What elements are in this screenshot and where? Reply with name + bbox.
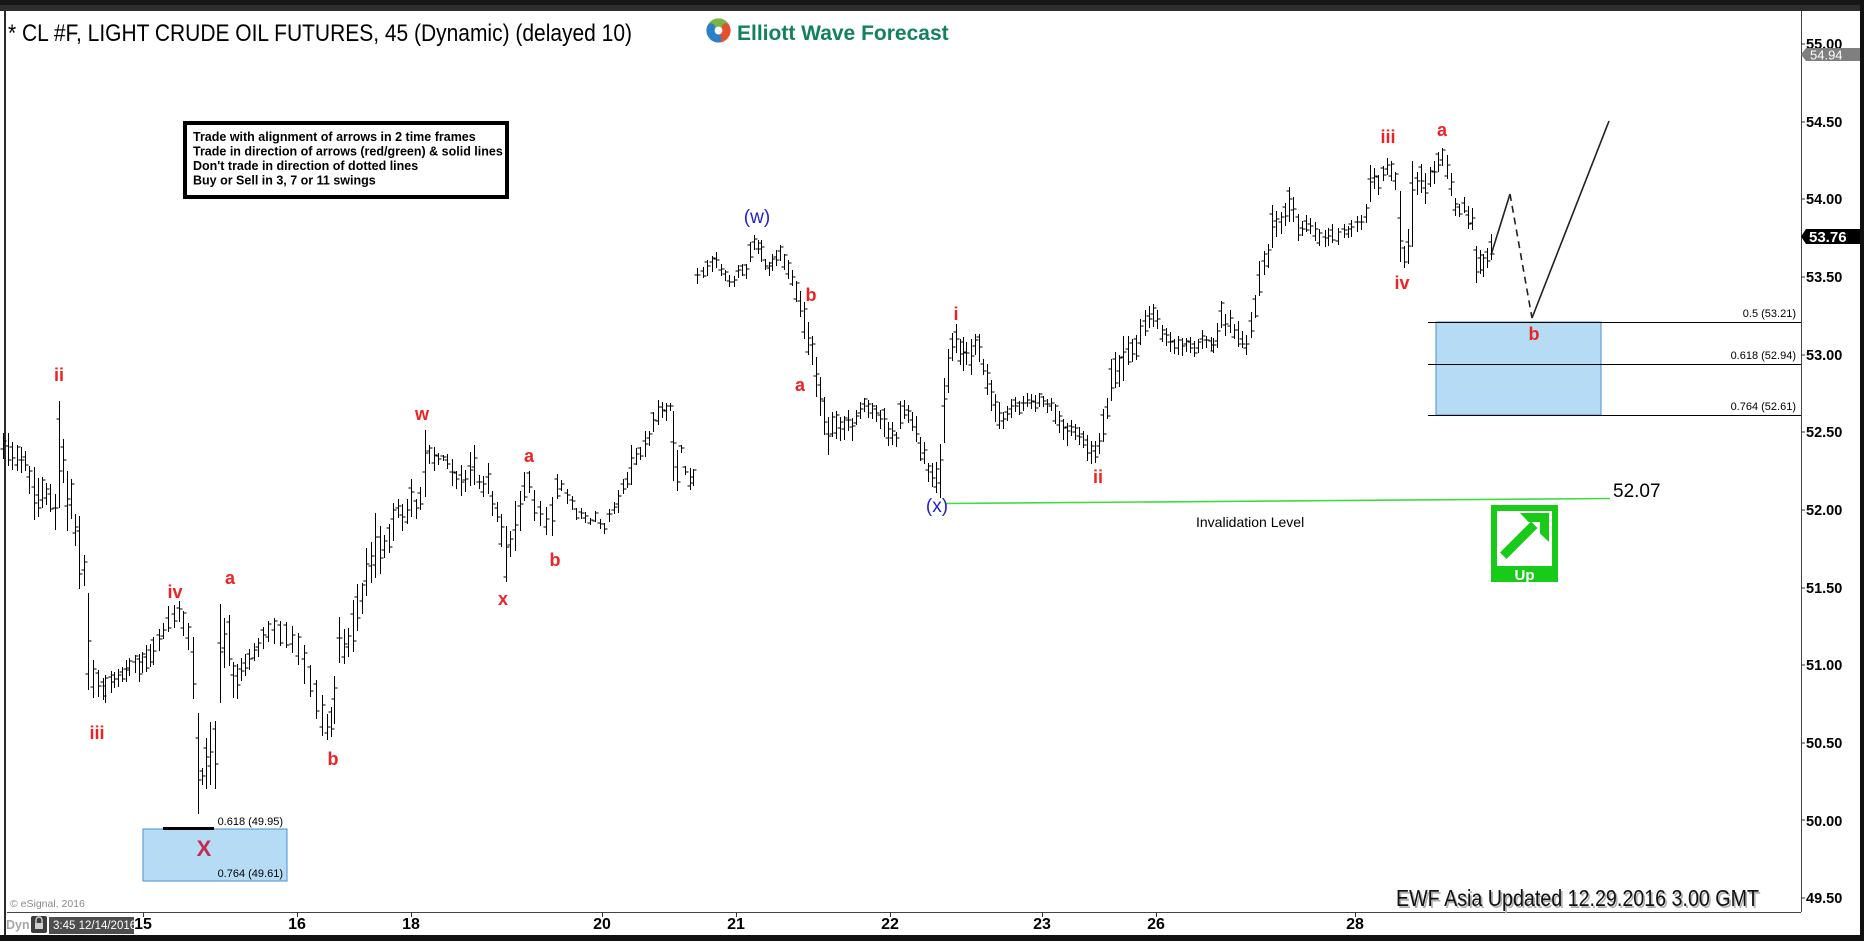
svg-text:a: a bbox=[1437, 120, 1448, 140]
svg-text:3:45 12/14/2016: 3:45 12/14/2016 bbox=[53, 920, 136, 932]
svg-text:b: b bbox=[550, 550, 561, 570]
svg-text:20: 20 bbox=[593, 916, 611, 933]
svg-text:Up: Up bbox=[1515, 567, 1535, 584]
svg-text:iv: iv bbox=[167, 582, 182, 602]
svg-text:54.00: 54.00 bbox=[1806, 192, 1842, 208]
svg-text:Dyn: Dyn bbox=[6, 918, 30, 932]
svg-text:© eSignal, 2016: © eSignal, 2016 bbox=[10, 898, 85, 910]
svg-text:50.00: 50.00 bbox=[1806, 814, 1842, 830]
svg-text:i: i bbox=[953, 304, 958, 324]
svg-text:53.50: 53.50 bbox=[1806, 270, 1842, 286]
svg-text:23: 23 bbox=[1033, 916, 1051, 933]
svg-text:a: a bbox=[225, 568, 236, 588]
svg-text:49.50: 49.50 bbox=[1806, 891, 1842, 907]
svg-text:Invalidation Level: Invalidation Level bbox=[1196, 514, 1304, 530]
svg-text:0.618 (49.95): 0.618 (49.95) bbox=[218, 816, 283, 828]
svg-text:x: x bbox=[498, 589, 508, 609]
svg-text:0.5 (53.21): 0.5 (53.21) bbox=[1743, 308, 1796, 320]
svg-text:EWF Asia Updated 12.29.2016 3.: EWF Asia Updated 12.29.2016 3.00 GMT bbox=[1396, 885, 1759, 911]
svg-text:b: b bbox=[1529, 324, 1540, 344]
svg-text:(x): (x) bbox=[926, 496, 948, 517]
svg-text:Don't trade in direction of do: Don't trade in direction of dotted lines bbox=[193, 159, 418, 173]
svg-text:* CL #F, LIGHT CRUDE OIL FUTUR: * CL #F, LIGHT CRUDE OIL FUTURES, 45 (Dy… bbox=[8, 20, 632, 47]
svg-text:X: X bbox=[197, 836, 212, 861]
svg-text:53.76: 53.76 bbox=[1809, 229, 1847, 246]
svg-text:54.94: 54.94 bbox=[1810, 48, 1843, 63]
svg-text:b: b bbox=[806, 285, 817, 305]
svg-text:16: 16 bbox=[288, 916, 306, 933]
svg-text:Trade with alignment of arrows: Trade with alignment of arrows in 2 time… bbox=[193, 130, 476, 144]
svg-text:51.00: 51.00 bbox=[1806, 658, 1842, 674]
svg-text:15: 15 bbox=[134, 916, 152, 933]
svg-text:26: 26 bbox=[1147, 916, 1165, 933]
svg-text:b: b bbox=[328, 749, 339, 769]
svg-text:ii: ii bbox=[1093, 467, 1103, 487]
svg-text:54.50: 54.50 bbox=[1806, 115, 1842, 131]
svg-text:0.618 (52.94): 0.618 (52.94) bbox=[1731, 350, 1796, 362]
svg-text:Elliott Wave Forecast: Elliott Wave Forecast bbox=[737, 22, 949, 45]
svg-text:52.00: 52.00 bbox=[1806, 503, 1842, 519]
svg-text:w: w bbox=[414, 404, 430, 424]
svg-text:(w): (w) bbox=[744, 207, 770, 228]
svg-text:50.50: 50.50 bbox=[1806, 736, 1842, 752]
svg-text:a: a bbox=[524, 446, 535, 466]
svg-text:18: 18 bbox=[402, 916, 420, 933]
svg-text:iii: iii bbox=[1380, 127, 1395, 147]
svg-text:53.00: 53.00 bbox=[1806, 348, 1842, 364]
svg-text:Buy or Sell in 3, 7 or 11 swin: Buy or Sell in 3, 7 or 11 swings bbox=[193, 174, 376, 188]
svg-text:a: a bbox=[795, 375, 806, 395]
svg-text:21: 21 bbox=[727, 916, 745, 933]
svg-text:Trade in direction of arrows (: Trade in direction of arrows (red/green)… bbox=[193, 145, 503, 159]
svg-text:iii: iii bbox=[89, 723, 104, 743]
svg-text:0.764 (52.61): 0.764 (52.61) bbox=[1731, 401, 1796, 413]
svg-text:ii: ii bbox=[54, 365, 64, 385]
svg-text:52.50: 52.50 bbox=[1806, 425, 1842, 441]
svg-text:28: 28 bbox=[1346, 916, 1364, 933]
svg-text:iv: iv bbox=[1394, 273, 1409, 293]
svg-text:52.07: 52.07 bbox=[1613, 481, 1661, 502]
svg-text:22: 22 bbox=[881, 916, 899, 933]
svg-text:0.764 (49.61): 0.764 (49.61) bbox=[218, 868, 283, 880]
svg-text:51.50: 51.50 bbox=[1806, 581, 1842, 597]
